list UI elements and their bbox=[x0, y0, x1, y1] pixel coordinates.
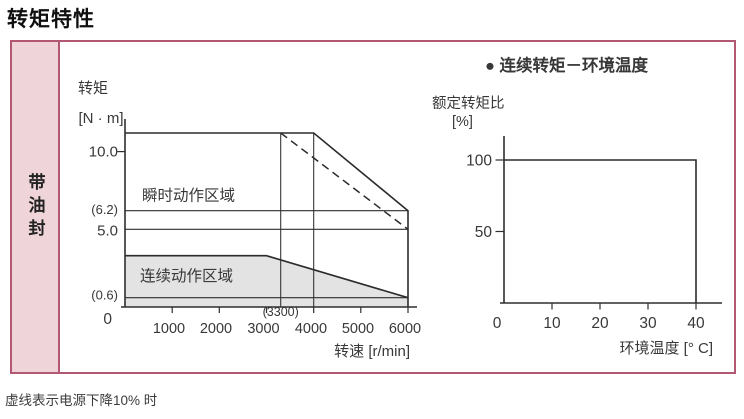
x-tick-20: 20 bbox=[591, 315, 609, 332]
continuous-region-label: 连续动作区域 bbox=[140, 267, 233, 285]
x-annotation-3300: (3300) bbox=[263, 305, 299, 319]
continuous-boundary-line bbox=[125, 254, 409, 299]
y-tick-50: 50 bbox=[475, 224, 493, 241]
reference-lines bbox=[125, 133, 408, 307]
y-tick-6-2: (6.2) bbox=[91, 202, 118, 217]
y-tick-10: 10.0 bbox=[89, 144, 118, 161]
y-tick-100: 100 bbox=[466, 153, 492, 170]
dashed-line-footnote: 虚线表示电源下降10% 时 bbox=[5, 393, 158, 408]
x-tick-1000: 1000 bbox=[153, 321, 185, 337]
row-header-label: 带油封 bbox=[25, 172, 45, 242]
y-axis-title-line2: [N · m] bbox=[79, 110, 124, 127]
torque-speed-chart: 转矩 [N · m] 10.0 (6.2) 5.0 (0.6) 0 1000 2… bbox=[78, 80, 421, 360]
temp-chart-title: ● 连续转矩－环境温度 bbox=[485, 55, 649, 75]
y-axis-title-line1: 转矩 bbox=[78, 80, 108, 97]
spec-table-panel: 带油封 bbox=[10, 40, 736, 374]
axes bbox=[500, 136, 722, 304]
y-tick-0: 0 bbox=[103, 311, 112, 328]
torque-temperature-chart: ● 连续转矩－环境温度 额定转矩比 [%] 100 50 0 10 20 30 … bbox=[432, 55, 722, 357]
page-title: 转矩特性 bbox=[7, 8, 95, 31]
power-drop-dashed-line bbox=[280, 132, 409, 230]
x-tick-2000: 2000 bbox=[200, 321, 232, 337]
x-axis-title: 环境温度 [° C] bbox=[619, 339, 713, 357]
row-header-oil-seal: 带油封 bbox=[12, 42, 60, 372]
x-tick-0: 0 bbox=[493, 315, 502, 332]
axis-ticks bbox=[495, 159, 697, 310]
x-tick-10: 10 bbox=[543, 315, 561, 332]
x-axis-title: 转速 [r/min] bbox=[334, 343, 410, 360]
x-tick-5000: 5000 bbox=[342, 321, 374, 337]
y-tick-0-6: (0.6) bbox=[91, 288, 118, 303]
continuous-region-fill bbox=[125, 255, 408, 307]
x-tick-40: 40 bbox=[687, 315, 705, 332]
instantaneous-boundary-line bbox=[125, 132, 409, 307]
x-tick-6000: 6000 bbox=[389, 321, 421, 337]
x-tick-3000: 3000 bbox=[247, 321, 279, 337]
y-axis-title-line1: 额定转矩比 bbox=[432, 95, 505, 112]
y-axis-title-line2: [%] bbox=[452, 114, 473, 130]
instant-region-label: 瞬时动作区域 bbox=[142, 187, 235, 205]
axis-ticks bbox=[117, 150, 409, 313]
axes bbox=[121, 119, 417, 308]
y-tick-5: 5.0 bbox=[97, 223, 118, 240]
x-tick-30: 30 bbox=[639, 315, 657, 332]
torque-ratio-line bbox=[504, 159, 697, 303]
x-tick-4000: 4000 bbox=[295, 321, 327, 337]
